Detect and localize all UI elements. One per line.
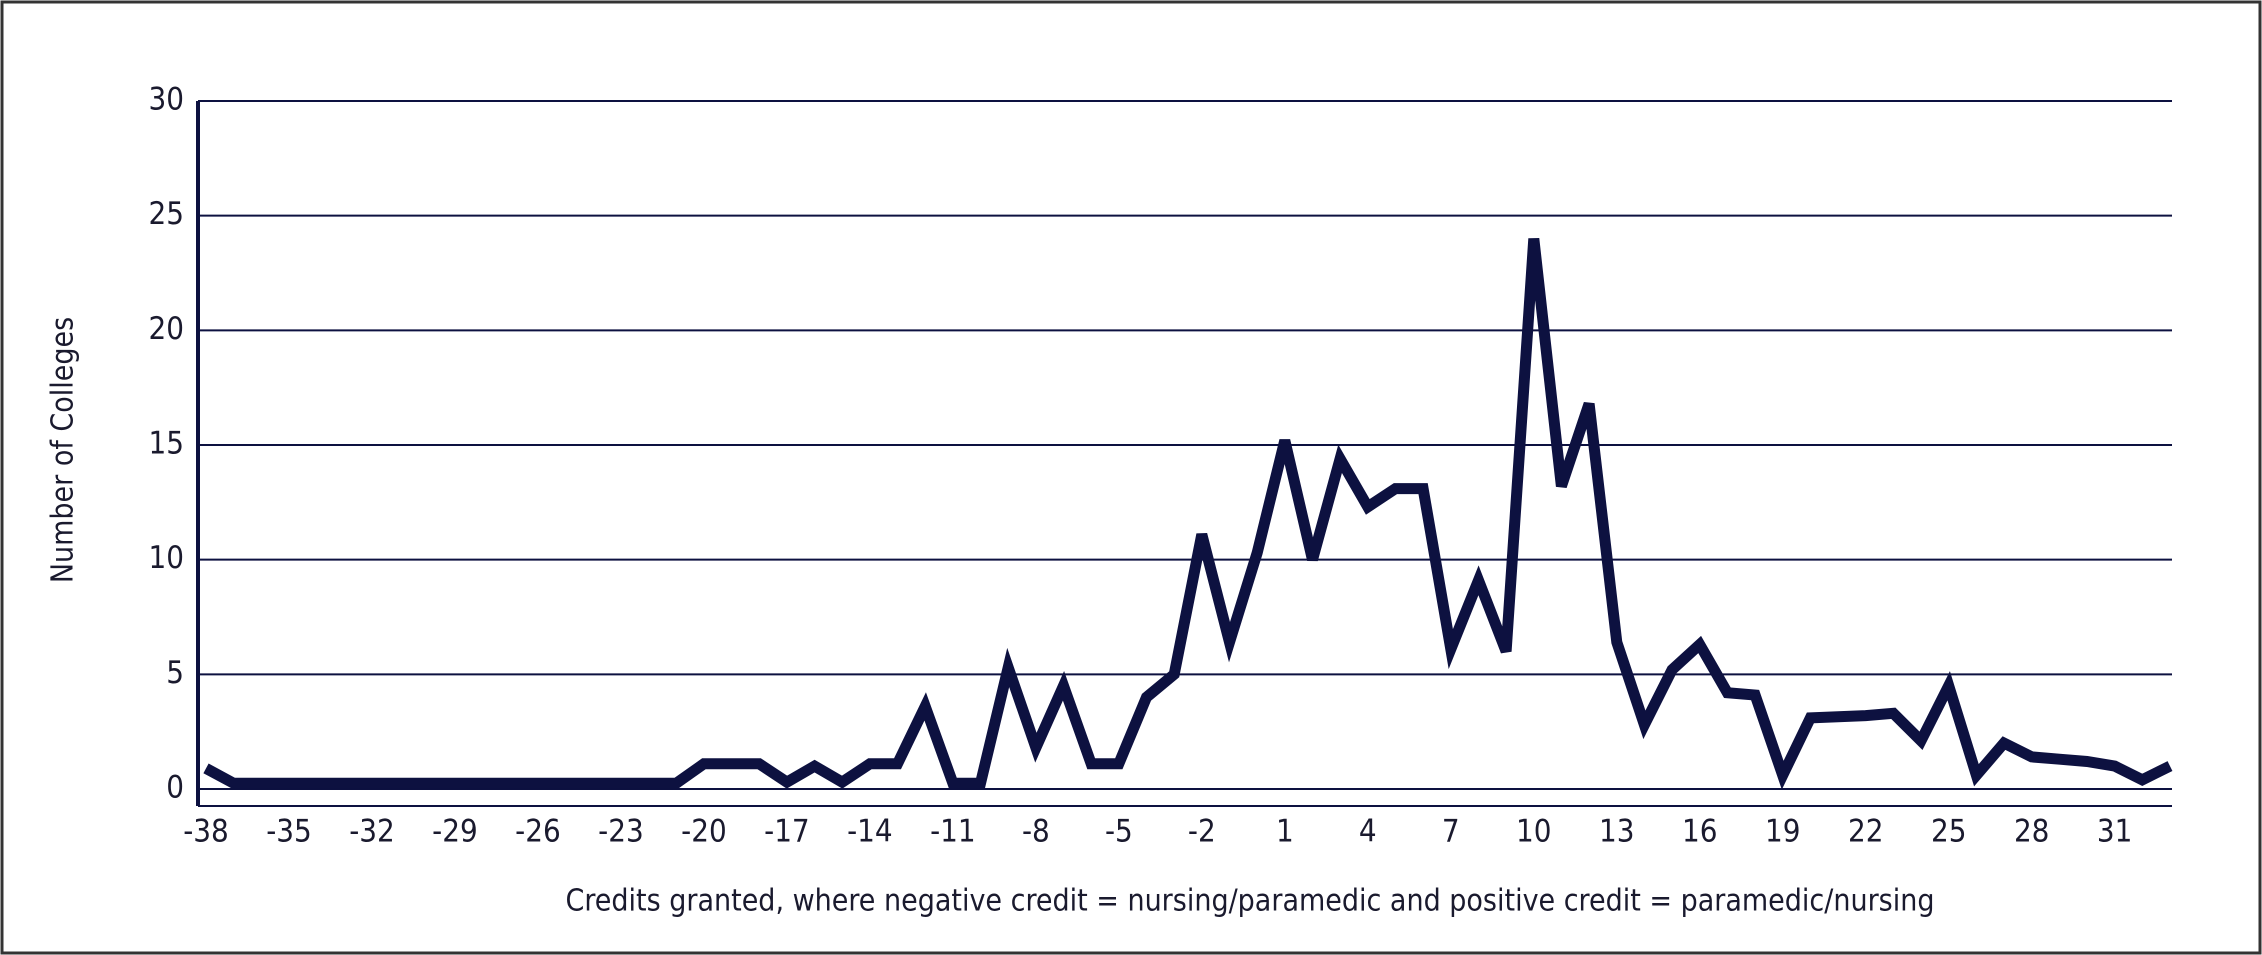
x-tick-label: 13 (1599, 814, 1634, 850)
y-tick-label: 5 (166, 655, 184, 691)
x-tick-label: 25 (1931, 814, 1966, 850)
x-tick-label: 4 (1359, 814, 1377, 850)
x-tick-label: -5 (1105, 814, 1133, 850)
x-tick-label: 10 (1516, 814, 1551, 850)
data-line (203, 237, 2173, 790)
y-tick-label: 15 (149, 426, 184, 462)
x-tick-label: -14 (847, 814, 893, 850)
x-tick-label: 28 (2014, 814, 2049, 850)
y-tick-label: 30 (149, 82, 184, 118)
y-axis-label: Number of Colleges (46, 317, 81, 583)
x-tick-label: 31 (2097, 814, 2132, 850)
y-tick-label: 0 (166, 770, 184, 806)
x-tick-label: -17 (764, 814, 810, 850)
x-tick-label: -26 (515, 814, 561, 850)
x-tick-label: 1 (1276, 814, 1294, 850)
x-tick-label: -23 (598, 814, 644, 850)
x-tick-label: -35 (266, 814, 312, 850)
y-tick-label: 10 (149, 540, 184, 576)
x-tick-label: 7 (1442, 814, 1460, 850)
x-axis-label: Credits granted, where negative credit =… (566, 884, 1935, 919)
x-tick-label: -32 (349, 814, 395, 850)
x-tick-label: -20 (681, 814, 727, 850)
x-tick-label: -29 (432, 814, 478, 850)
y-tick-label: 20 (149, 311, 184, 347)
x-tick-label: 16 (1682, 814, 1717, 850)
x-tick-label: 22 (1848, 814, 1883, 850)
x-tick-label: -38 (183, 814, 229, 850)
x-tick-label: -2 (1188, 814, 1216, 850)
x-tick-label: 19 (1765, 814, 1800, 850)
y-tick-label: 25 (149, 196, 184, 232)
x-tick-label: -11 (930, 814, 976, 850)
x-tick-label: -8 (1022, 814, 1050, 850)
